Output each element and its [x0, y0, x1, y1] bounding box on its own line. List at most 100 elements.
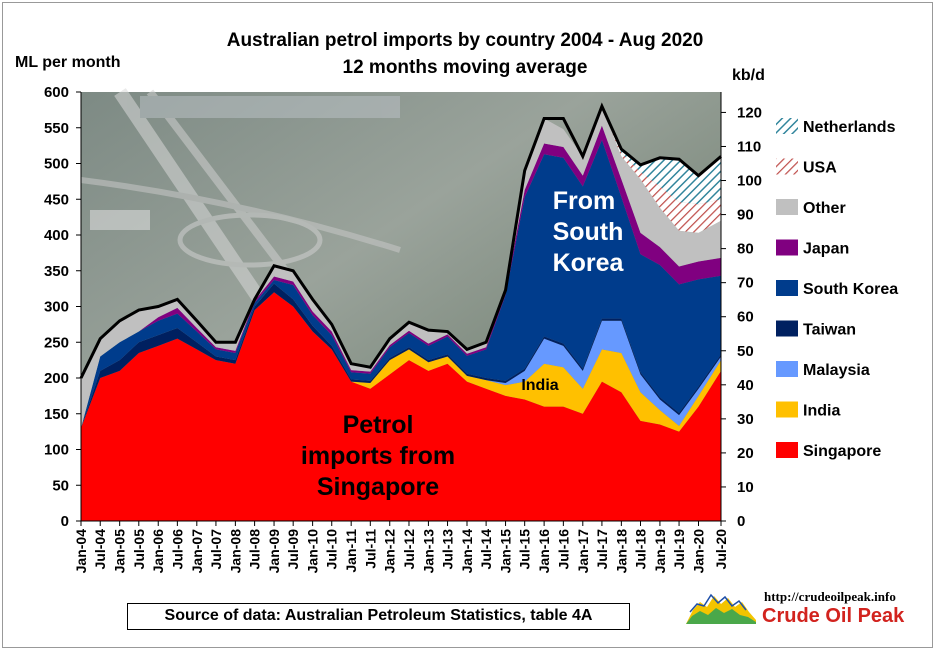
x-tick-label: Jan-18 [613, 529, 629, 574]
x-tick-label: Jul-09 [285, 529, 301, 570]
annotation-singapore-line1: Petrol [343, 411, 414, 439]
left-tick-label: 600 [44, 84, 69, 101]
right-tick-label: 70 [737, 275, 754, 292]
legend-label-singapore: Singapore [803, 443, 881, 460]
x-tick-label: Jul-05 [131, 529, 147, 570]
annotation-korea-line3: Korea [553, 249, 625, 277]
legend-label-south-korea: South Korea [803, 281, 898, 298]
area-south-korea [81, 139, 721, 429]
legend-swatch-usa [776, 158, 798, 175]
legend-swatch-japan [776, 239, 798, 256]
chart-title-line2: 12 months moving average [343, 57, 588, 78]
right-tick-label: 20 [737, 445, 754, 462]
legend-label-india: India [803, 403, 840, 420]
legend-label-other: Other [803, 200, 846, 217]
legend: Netherlands USA Other Japan South Korea Taiwa… [776, 118, 898, 460]
x-tick-label: Jul-18 [632, 529, 648, 570]
left-tick-label: 200 [44, 370, 69, 387]
chart-title-line1: Australian petrol imports by country 200… [227, 30, 704, 51]
annotation-india: India [521, 377, 558, 394]
legend-label-usa: USA [803, 160, 837, 177]
x-tick-label: Jul-12 [401, 529, 417, 570]
x-tick-label: Jan-20 [690, 529, 706, 574]
legend-swatch-other [776, 199, 798, 215]
x-axis: Jan-04 Jul-04 Jan-05 Jul-05 Jan-06 Jul-06 Jan-… [73, 520, 729, 574]
legend-swatch-south-korea [776, 280, 798, 296]
right-tick-label: 100 [737, 173, 762, 190]
left-axis-unit: ML per month [15, 54, 120, 71]
legend-label-netherlands: Netherlands [803, 119, 896, 136]
total-line-group [79, 102, 722, 379]
left-tick-label: 550 [44, 120, 69, 137]
right-tick-label: 60 [737, 309, 754, 326]
x-tick-label: Jan-07 [189, 529, 205, 574]
x-tick-label: Jan-14 [459, 529, 475, 574]
right-axis: 0 10 20 30 40 50 60 70 80 90 100 110 120 [720, 92, 762, 530]
x-tick-label: Jan-05 [112, 529, 128, 574]
x-tick-label: Jul-13 [440, 529, 456, 570]
total-line [79, 102, 722, 379]
x-tick-label: Jul-15 [517, 529, 533, 570]
x-tick-label: Jul-08 [247, 529, 263, 570]
right-tick-label: 90 [737, 207, 754, 224]
legend-swatch-india [776, 401, 798, 418]
right-tick-label: 50 [737, 343, 754, 360]
right-tick-label: 10 [737, 479, 754, 496]
annotation-korea-line1: From [553, 187, 616, 215]
x-tick-label: Jul-17 [594, 529, 610, 570]
left-axis: 0 50 100 150 200 250 300 350 400 450 500 550 600 [44, 84, 82, 530]
left-tick-label: 100 [44, 442, 69, 459]
x-tick-label: Jul-10 [324, 529, 340, 570]
left-tick-label: 50 [52, 477, 69, 494]
x-tick-label: Jan-08 [227, 529, 243, 574]
left-tick-label: 450 [44, 191, 69, 208]
legend-swatch-singapore [776, 442, 798, 458]
x-tick-label: Jan-12 [382, 529, 398, 574]
left-tick-label: 150 [44, 406, 69, 423]
right-tick-label: 80 [737, 241, 754, 258]
right-axis-unit: kb/d [732, 67, 765, 84]
x-tick-label: Jul-06 [169, 529, 185, 570]
x-tick-label: Jul-16 [555, 529, 571, 570]
annotation-singapore-line2: imports from [301, 442, 455, 470]
x-tick-label: Jul-04 [92, 529, 108, 570]
legend-swatch-netherlands [776, 118, 798, 134]
x-tick-label: Jan-16 [536, 529, 552, 574]
logo-graphic [686, 593, 756, 624]
x-tick-label: Jan-15 [498, 529, 514, 574]
annotation-singapore: Petrol imports from Singapore [301, 411, 455, 501]
logo-name: Crude Oil Peak [762, 605, 905, 627]
legend-swatch-malaysia [776, 361, 798, 377]
left-tick-label: 300 [44, 299, 69, 316]
x-tick-label: Jan-13 [420, 529, 436, 574]
left-tick-label: 400 [44, 227, 69, 244]
x-tick-label: Jul-11 [362, 529, 378, 569]
left-tick-label: 250 [44, 334, 69, 351]
right-tick-label: 0 [737, 513, 745, 530]
x-tick-label: Jan-09 [266, 529, 282, 574]
x-tick-label: Jan-10 [305, 529, 321, 574]
area-malaysia [81, 292, 721, 429]
legend-swatch-taiwan [776, 320, 798, 337]
legend-label-malaysia: Malaysia [803, 362, 870, 379]
x-tick-label: Jul-20 [713, 529, 729, 570]
x-tick-label: Jan-11 [343, 529, 359, 573]
legend-label-japan: Japan [803, 241, 849, 258]
right-tick-label: 120 [737, 104, 762, 121]
logo-url[interactable]: http://crudeoilpeak.info [764, 589, 896, 604]
x-tick-label: Jan-04 [73, 529, 89, 574]
annotation-korea-line2: South [553, 218, 624, 246]
x-tick-label: Jul-19 [671, 529, 687, 570]
right-tick-label: 30 [737, 411, 754, 428]
area-taiwan [81, 283, 721, 429]
legend-label-taiwan: Taiwan [803, 322, 856, 339]
left-tick-label: 500 [44, 156, 69, 173]
left-tick-label: 350 [44, 263, 69, 280]
x-tick-label: Jul-07 [208, 529, 224, 570]
x-tick-label: Jan-19 [652, 529, 668, 574]
stacked-areas [81, 106, 721, 521]
area-singapore [81, 292, 721, 521]
annotation-singapore-line3: Singapore [317, 473, 439, 501]
x-tick-label: Jan-17 [575, 529, 591, 574]
